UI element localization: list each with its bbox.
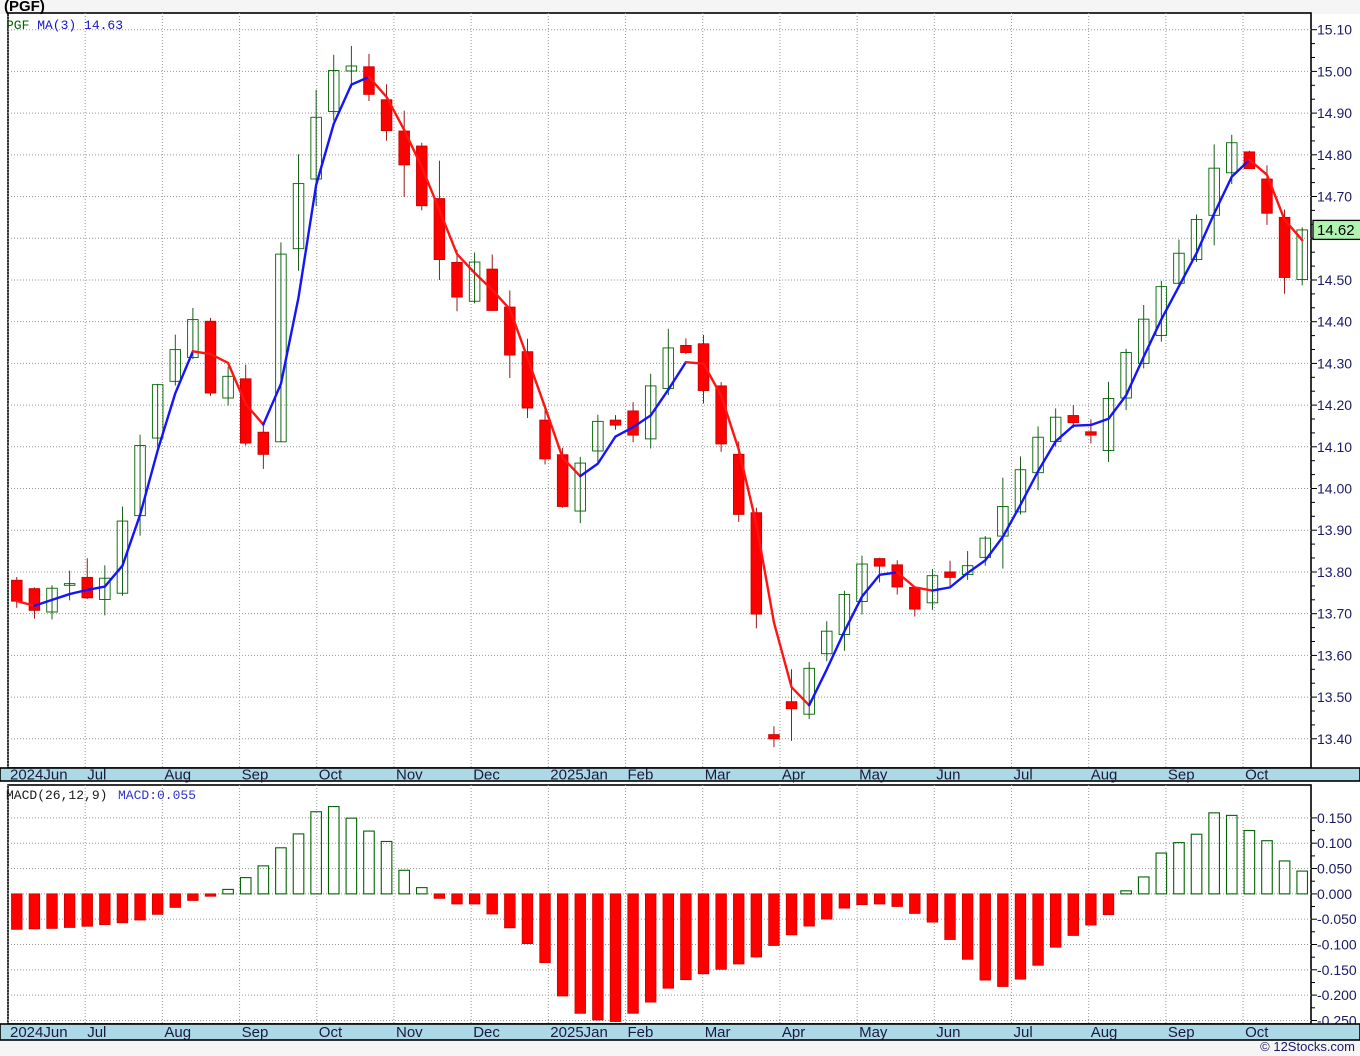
svg-text:Sep: Sep bbox=[242, 1024, 269, 1041]
svg-text:PGF MA(3) 14.63: PGF MA(3) 14.63 bbox=[6, 18, 123, 33]
svg-text:Aug: Aug bbox=[164, 766, 191, 783]
svg-text:Aug: Aug bbox=[164, 1024, 191, 1041]
svg-text:Dec: Dec bbox=[473, 766, 500, 783]
svg-text:Sep: Sep bbox=[1168, 766, 1195, 783]
svg-text:Apr: Apr bbox=[782, 1024, 805, 1041]
svg-text:15.10: 15.10 bbox=[1317, 22, 1352, 38]
svg-text:Mar: Mar bbox=[705, 766, 731, 783]
svg-text:Jul: Jul bbox=[87, 1024, 106, 1041]
svg-text:14.70: 14.70 bbox=[1317, 189, 1352, 205]
svg-text:-0.200: -0.200 bbox=[1317, 987, 1357, 1003]
svg-text:Aug: Aug bbox=[1091, 766, 1118, 783]
svg-text:2025Jan: 2025Jan bbox=[550, 766, 608, 783]
svg-text:May: May bbox=[859, 766, 888, 783]
svg-text:14.50: 14.50 bbox=[1317, 272, 1352, 288]
svg-text:May: May bbox=[859, 1024, 888, 1041]
svg-text:Feb: Feb bbox=[628, 1024, 654, 1041]
svg-text:14.10: 14.10 bbox=[1317, 439, 1352, 455]
svg-text:13.60: 13.60 bbox=[1317, 647, 1352, 663]
svg-text:14.00: 14.00 bbox=[1317, 481, 1352, 497]
svg-text:Jul: Jul bbox=[1014, 766, 1033, 783]
svg-text:14.20: 14.20 bbox=[1317, 397, 1352, 413]
svg-text:14.80: 14.80 bbox=[1317, 147, 1352, 163]
svg-text:(PGF): (PGF) bbox=[4, 0, 45, 15]
svg-text:13.50: 13.50 bbox=[1317, 689, 1352, 705]
svg-text:13.90: 13.90 bbox=[1317, 522, 1352, 538]
svg-text:Jun: Jun bbox=[936, 766, 960, 783]
svg-text:13.40: 13.40 bbox=[1317, 731, 1352, 747]
svg-text:Oct: Oct bbox=[1245, 766, 1269, 783]
svg-text:2025Jan: 2025Jan bbox=[550, 1024, 608, 1041]
svg-text:MACD(26,12,9): MACD(26,12,9) bbox=[6, 788, 107, 803]
svg-text:14.40: 14.40 bbox=[1317, 314, 1352, 330]
svg-text:-0.150: -0.150 bbox=[1317, 962, 1357, 978]
svg-text:Dec: Dec bbox=[473, 1024, 500, 1041]
svg-text:15.00: 15.00 bbox=[1317, 63, 1352, 79]
svg-text:MACD:0.055: MACD:0.055 bbox=[118, 788, 196, 803]
svg-text:-0.050: -0.050 bbox=[1317, 911, 1357, 927]
svg-text:14.90: 14.90 bbox=[1317, 105, 1352, 121]
svg-text:0.100: 0.100 bbox=[1317, 835, 1352, 851]
svg-text:Sep: Sep bbox=[242, 766, 269, 783]
svg-text:14.30: 14.30 bbox=[1317, 355, 1352, 371]
svg-text:0.150: 0.150 bbox=[1317, 810, 1352, 826]
svg-text:Jul: Jul bbox=[1014, 1024, 1033, 1041]
svg-text:Oct: Oct bbox=[319, 766, 343, 783]
svg-text:13.80: 13.80 bbox=[1317, 564, 1352, 580]
svg-text:Jun: Jun bbox=[936, 1024, 960, 1041]
svg-text:2024Jun: 2024Jun bbox=[10, 766, 68, 783]
svg-text:Nov: Nov bbox=[396, 766, 423, 783]
svg-text:Feb: Feb bbox=[628, 766, 654, 783]
svg-text:Sep: Sep bbox=[1168, 1024, 1195, 1041]
svg-text:© 12Stocks.com: © 12Stocks.com bbox=[1260, 1039, 1355, 1054]
svg-text:Apr: Apr bbox=[782, 766, 805, 783]
svg-text:0.000: 0.000 bbox=[1317, 886, 1352, 902]
svg-text:14.62: 14.62 bbox=[1317, 222, 1355, 239]
svg-text:2024Jun: 2024Jun bbox=[10, 1024, 68, 1041]
svg-text:0.050: 0.050 bbox=[1317, 861, 1352, 877]
svg-text:Jul: Jul bbox=[87, 766, 106, 783]
svg-text:Mar: Mar bbox=[705, 1024, 731, 1041]
svg-text:13.70: 13.70 bbox=[1317, 606, 1352, 622]
svg-text:Nov: Nov bbox=[396, 1024, 423, 1041]
svg-text:-0.100: -0.100 bbox=[1317, 937, 1357, 953]
svg-text:Aug: Aug bbox=[1091, 1024, 1118, 1041]
svg-text:Oct: Oct bbox=[319, 1024, 343, 1041]
